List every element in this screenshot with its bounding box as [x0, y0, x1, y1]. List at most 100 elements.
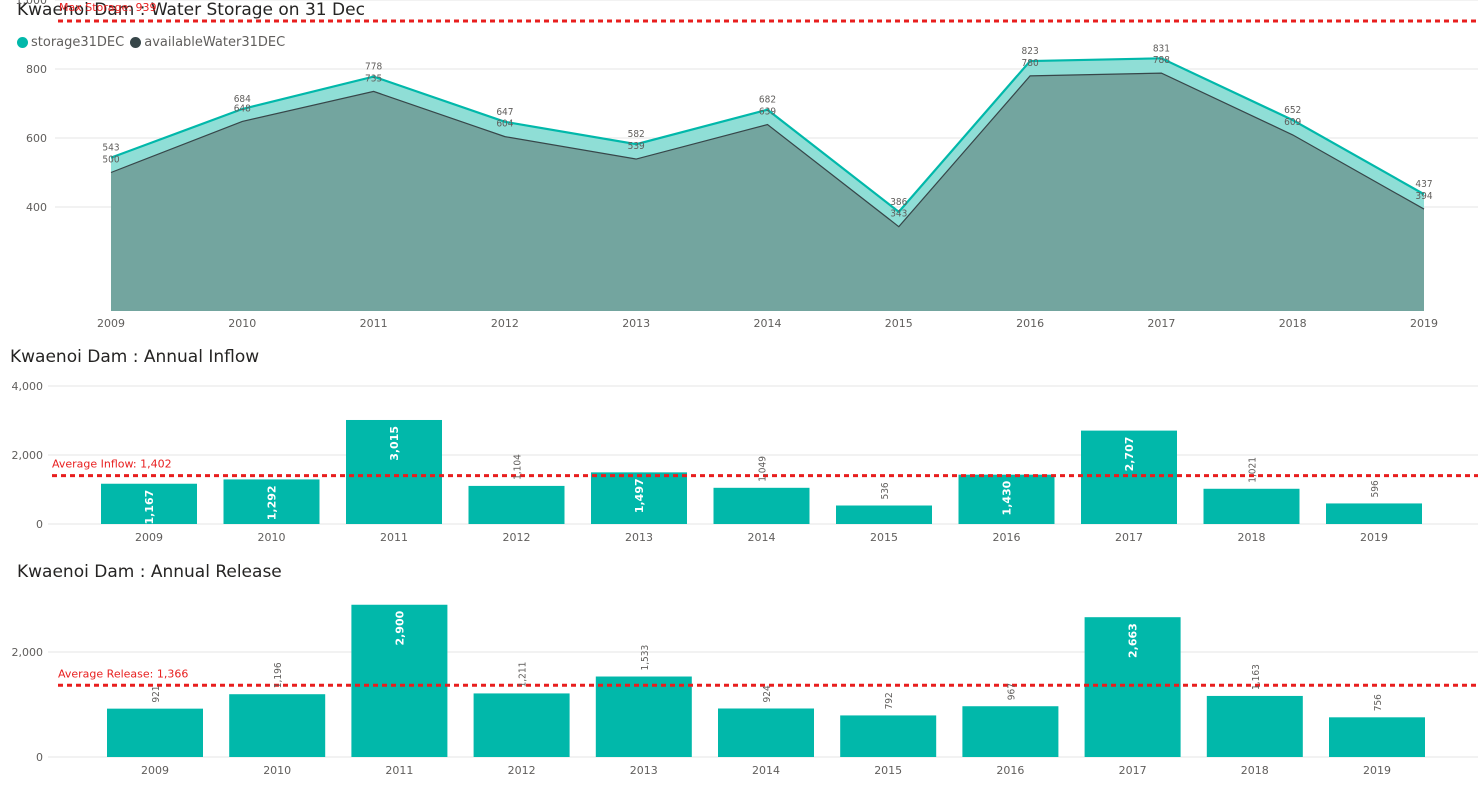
- x-tick-label: 2010: [258, 531, 286, 544]
- storage-data-label: 647: [496, 107, 513, 118]
- release-bar-chart: 0 2,000 Average Release: 1,366 921 1,196 2,90…: [12, 604, 1478, 777]
- inflow-bar-chart: 0 2,000 4,000 Average Inflow: 1,402 1,167 1,2…: [12, 380, 1478, 544]
- bar: [1081, 430, 1177, 524]
- x-tick-label: 2012: [508, 764, 536, 777]
- storage-data-label: 386: [890, 197, 907, 208]
- bar: [718, 708, 814, 757]
- bar: [1326, 503, 1422, 524]
- available-line: [110, 72, 1425, 228]
- bar: [958, 474, 1055, 524]
- bar-value-label: 1,497: [633, 478, 646, 513]
- storage-data-label: 778: [365, 62, 382, 73]
- bar-value-label: 1,167: [143, 490, 156, 525]
- bar: [713, 487, 810, 524]
- x-tick-label: 2015: [885, 317, 913, 330]
- x-tick-label: 2012: [491, 317, 519, 330]
- x-tick-label: 2013: [625, 531, 653, 544]
- storage-data-label: 823: [1022, 46, 1039, 57]
- y-tick-label: 2,000: [12, 646, 44, 659]
- storage-data-label: 831: [1153, 43, 1170, 54]
- legend-item-available[interactable]: availableWater31DEC: [130, 35, 285, 50]
- x-tick-label: 2018: [1241, 764, 1269, 777]
- bar: [591, 472, 687, 524]
- bar: [1206, 695, 1303, 757]
- bar-value-label: 1,430: [1001, 480, 1014, 515]
- x-tick-label: 2009: [97, 317, 125, 330]
- storage-data-label: 437: [1415, 179, 1432, 190]
- bar-value-label: 967: [1006, 683, 1017, 700]
- bar: [595, 676, 692, 757]
- bar-value-label: 1,211: [518, 662, 529, 688]
- x-tick-label: 2013: [622, 317, 650, 330]
- x-tick-label: 2016: [1016, 317, 1044, 330]
- storage-line: [110, 57, 1425, 214]
- y-tick-label: 2,000: [12, 449, 44, 462]
- y-tick-label: 4,000: [12, 380, 44, 393]
- average-inflow-reference-label: Average Inflow: 1,402: [52, 458, 172, 471]
- x-tick-label: 2016: [993, 531, 1021, 544]
- bar-value-label: 3,015: [388, 426, 401, 461]
- bar: [1329, 717, 1425, 757]
- available-area: [111, 73, 1424, 311]
- available-data-label: 343: [890, 209, 907, 220]
- y-tick-label: 1,000: [16, 0, 48, 7]
- bar-value-label: 596: [1370, 480, 1381, 497]
- legend-label-storage: storage31DEC: [31, 35, 125, 50]
- x-tick-label: 2009: [141, 764, 169, 777]
- storage-data-label: 652: [1284, 105, 1301, 116]
- bar: [962, 706, 1059, 757]
- x-tick-label: 2016: [996, 764, 1024, 777]
- x-tick-label: 2011: [385, 764, 413, 777]
- bar-value-label: 924: [762, 685, 773, 702]
- bar-value-label: 756: [1373, 694, 1384, 711]
- available-data-label: 609: [1284, 117, 1301, 128]
- y-tick-label: 400: [26, 201, 47, 214]
- bar-value-label: 536: [880, 482, 891, 499]
- bar: [1084, 617, 1181, 757]
- bar: [473, 693, 570, 757]
- bar-value-label: 1,104: [513, 454, 524, 480]
- storage-data-label: 682: [759, 95, 776, 106]
- x-tick-label: 2015: [874, 764, 902, 777]
- bar-value-label: 2,663: [1127, 623, 1140, 658]
- bar-value-label: 1,292: [266, 485, 279, 520]
- max-storage-reference-label: Max Storage: 939: [59, 1, 156, 14]
- available-data-label: 539: [628, 141, 645, 152]
- storage-data-label: 543: [102, 143, 119, 154]
- available-data-label: 788: [1153, 55, 1170, 66]
- x-tick-label: 2015: [870, 531, 898, 544]
- x-tick-label: 2013: [630, 764, 658, 777]
- x-tick-label: 2018: [1238, 531, 1266, 544]
- storage-band-area: [111, 58, 1424, 227]
- bar: [836, 505, 932, 524]
- legend-item-storage[interactable]: storage31DEC: [17, 35, 124, 50]
- available-data-label: 604: [496, 119, 513, 130]
- bar: [223, 479, 320, 524]
- bar-value-label: 1,196: [273, 662, 284, 688]
- y-tick-label: 800: [26, 63, 47, 76]
- x-tick-label: 2012: [503, 531, 531, 544]
- x-tick-label: 2017: [1147, 317, 1175, 330]
- bar-value-label: 921: [151, 685, 162, 702]
- bar: [1203, 488, 1300, 524]
- x-tick-label: 2011: [380, 531, 408, 544]
- bar-value-label: 1,533: [640, 645, 651, 671]
- y-tick-label: 600: [26, 132, 47, 145]
- x-tick-label: 2014: [748, 531, 776, 544]
- x-tick-label: 2019: [1363, 764, 1391, 777]
- x-tick-label: 2017: [1115, 531, 1143, 544]
- bar-value-label: 2,900: [393, 610, 406, 645]
- legend-marker-storage: [17, 37, 28, 48]
- x-tick-label: 2011: [360, 317, 388, 330]
- available-data-label: 639: [759, 107, 776, 118]
- bar-value-label: 1,021: [1248, 457, 1259, 483]
- bar: [351, 604, 448, 757]
- storage-data-label: 582: [628, 129, 645, 140]
- bar: [468, 485, 565, 524]
- storage-data-label: 684: [234, 94, 251, 105]
- bar: [229, 694, 326, 757]
- legend-marker-available: [130, 37, 142, 48]
- bar: [346, 419, 442, 524]
- release-chart-title: Kwaenoi Dam : Annual Release: [17, 562, 282, 582]
